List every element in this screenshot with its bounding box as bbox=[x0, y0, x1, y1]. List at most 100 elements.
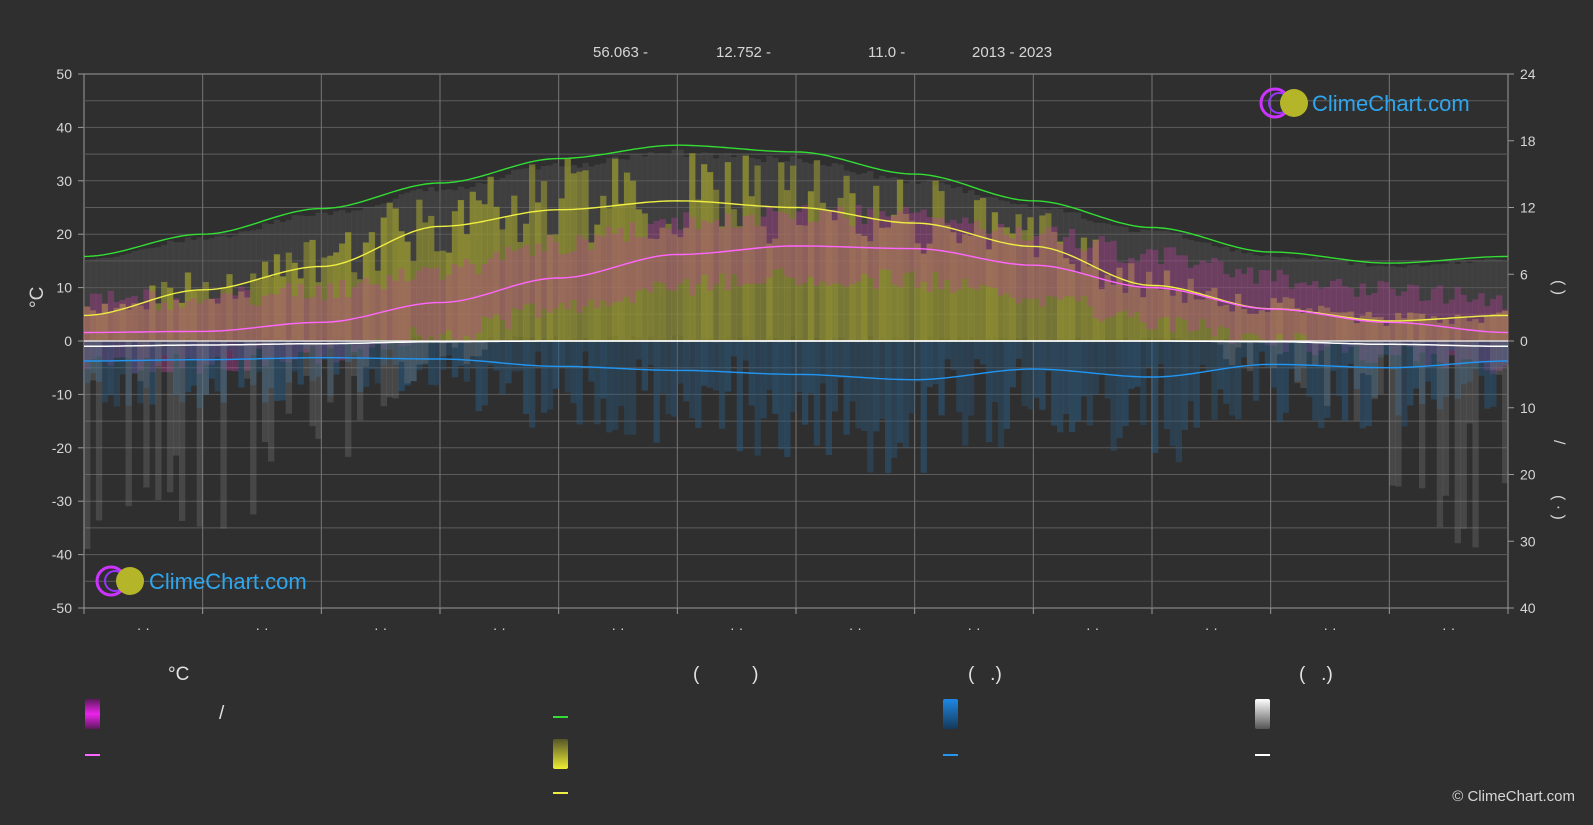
sunshine-bar bbox=[368, 232, 376, 341]
rain-bar bbox=[309, 341, 316, 382]
snow-bar bbox=[1502, 341, 1509, 484]
temp-range-bar bbox=[1027, 240, 1034, 300]
temp-range-bar bbox=[920, 209, 927, 282]
sunshine-bar bbox=[534, 202, 542, 341]
rain-bar bbox=[712, 341, 720, 391]
rain-bar bbox=[1306, 341, 1313, 397]
rain-bar bbox=[101, 341, 109, 403]
daylight-bar bbox=[297, 215, 304, 340]
temp-range-bar bbox=[1068, 228, 1076, 297]
temp-range-bar bbox=[1419, 300, 1426, 353]
rain-bar bbox=[1502, 341, 1509, 366]
rain-bar bbox=[202, 341, 209, 395]
rain-bar bbox=[742, 341, 749, 361]
snow-bar bbox=[356, 341, 364, 421]
sunshine-bar bbox=[1478, 322, 1485, 341]
temp-range-bar bbox=[890, 215, 898, 285]
sunshine-bar bbox=[250, 273, 257, 341]
sunshine-bar bbox=[202, 282, 209, 341]
sunshine-bar bbox=[736, 226, 743, 341]
brand-logo-icon bbox=[95, 565, 144, 597]
daylight-bar bbox=[1413, 264, 1420, 340]
rain-bar bbox=[1140, 341, 1147, 426]
sunshine-bar bbox=[392, 208, 399, 341]
sunshine-bar bbox=[386, 202, 393, 341]
daylight-bar bbox=[1436, 264, 1444, 341]
temp-range-bar bbox=[979, 229, 987, 285]
rain-bar bbox=[410, 341, 417, 382]
rain-bar bbox=[760, 341, 767, 419]
sunshine-bar bbox=[1128, 263, 1135, 341]
brand-name-top: ClimeChart.com bbox=[1312, 91, 1470, 116]
daylight-bar bbox=[1448, 261, 1455, 340]
temp-range-bar bbox=[493, 251, 500, 315]
sunshine-bar bbox=[1324, 307, 1331, 341]
temp-range-bar bbox=[1074, 248, 1082, 302]
rain-bar bbox=[647, 341, 654, 366]
daylight-bar bbox=[1490, 258, 1497, 340]
temp-range-bar bbox=[1021, 240, 1028, 299]
rain-bar bbox=[594, 341, 601, 425]
daylight-bar bbox=[1152, 230, 1159, 339]
snow-bar bbox=[327, 341, 334, 403]
sunshine-bar bbox=[629, 180, 637, 341]
daylight-bar bbox=[1442, 263, 1450, 341]
legend-sunshine-mean-line bbox=[553, 792, 568, 794]
sunshine-bar bbox=[321, 257, 328, 341]
temp-range-bar bbox=[938, 217, 945, 290]
temp-range-bar bbox=[950, 219, 957, 294]
rain-bar bbox=[238, 341, 245, 388]
temp-range-bar bbox=[1086, 247, 1094, 307]
sunshine-bar bbox=[119, 303, 126, 341]
sunshine-bar bbox=[748, 196, 755, 341]
sunshine-bar bbox=[861, 235, 868, 341]
snow-bar bbox=[469, 341, 476, 357]
snow-bar bbox=[178, 341, 186, 522]
rain-bar bbox=[600, 341, 607, 399]
daylight-bar bbox=[1484, 258, 1491, 339]
sunshine-bar bbox=[831, 220, 838, 341]
sunshine-bar bbox=[896, 179, 904, 341]
daylight-bar bbox=[214, 236, 221, 339]
temp-range-bar bbox=[297, 284, 304, 352]
rain-bar bbox=[1211, 341, 1218, 420]
sunshine-bar bbox=[801, 225, 809, 341]
temp-range-bar bbox=[1294, 283, 1301, 333]
daylight-bar bbox=[1229, 251, 1236, 342]
rain-bar bbox=[772, 341, 779, 414]
temp-range-bar bbox=[362, 278, 370, 358]
header-longitude: 12.752 - bbox=[716, 44, 771, 61]
sunshine-bar bbox=[178, 302, 186, 341]
sunshine-bar bbox=[718, 226, 726, 341]
sunshine-bar bbox=[588, 242, 595, 341]
rain-bar bbox=[1276, 341, 1283, 423]
rain-bar bbox=[902, 341, 910, 448]
rain-bar bbox=[457, 341, 465, 366]
daylight-bar bbox=[1383, 266, 1390, 341]
sunshine-bar bbox=[1057, 241, 1064, 341]
rain-bar bbox=[143, 341, 150, 388]
temp-range-bar bbox=[582, 239, 589, 307]
rain-bar bbox=[1442, 341, 1450, 397]
sunshine-bar bbox=[612, 158, 619, 341]
snow-bar bbox=[1324, 341, 1331, 406]
sunshine-bar bbox=[517, 242, 524, 341]
sunshine-bar bbox=[1353, 323, 1361, 341]
series-line-snow_mean_mm bbox=[84, 340, 1508, 348]
rain-bar bbox=[683, 341, 690, 402]
sunshine-bar bbox=[1466, 321, 1473, 341]
sunshine-bar bbox=[1051, 231, 1058, 341]
snow-bar bbox=[1223, 341, 1230, 360]
sunshine-bar bbox=[546, 234, 554, 341]
rain-bar bbox=[440, 341, 447, 370]
left-tick-label: 50 bbox=[56, 66, 72, 82]
rain-bar bbox=[1246, 341, 1254, 365]
rain-bar bbox=[291, 341, 298, 372]
rain-bar bbox=[1157, 341, 1165, 365]
sunshine-bar bbox=[89, 310, 97, 341]
rain-bar bbox=[339, 341, 346, 358]
snow-bar bbox=[155, 341, 162, 501]
rain-bar bbox=[665, 341, 672, 415]
brand-name-bottom: ClimeChart.com bbox=[149, 569, 307, 594]
rain-bar bbox=[1229, 341, 1236, 416]
